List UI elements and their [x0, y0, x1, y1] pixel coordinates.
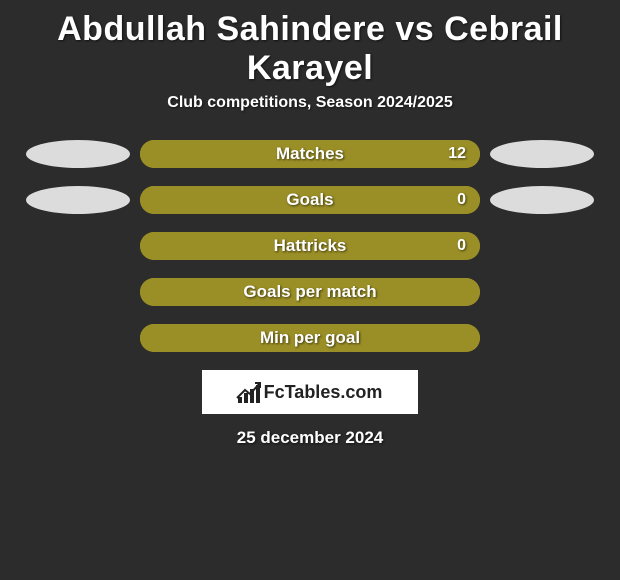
left-value-ellipse: [26, 186, 130, 214]
stat-bar: Min per goal: [140, 324, 480, 352]
page-subtitle: Club competitions, Season 2024/2025: [0, 94, 620, 140]
page-title: Abdullah Sahindere vs Cebrail Karayel: [0, 0, 620, 94]
stat-label: Min per goal: [140, 324, 480, 352]
stat-row: Hattricks0: [0, 232, 620, 260]
logo-chart-icon: [238, 381, 260, 403]
stat-bar: Goals0: [140, 186, 480, 214]
stat-row: Goals per match: [0, 278, 620, 306]
comparison-chart: Matches12Goals0Hattricks0Goals per match…: [0, 140, 620, 352]
stat-bar: Matches12: [140, 140, 480, 168]
stat-bar: Goals per match: [140, 278, 480, 306]
right-value-ellipse: [490, 140, 594, 168]
logo-text: FcTables.com: [264, 382, 383, 403]
stat-value: 0: [457, 186, 466, 214]
stat-row: Matches12: [0, 140, 620, 168]
left-value-ellipse: [26, 140, 130, 168]
stat-row: Min per goal: [0, 324, 620, 352]
stat-value: 0: [457, 232, 466, 260]
stat-label: Matches: [140, 140, 480, 168]
stat-label: Goals per match: [140, 278, 480, 306]
stat-value: 12: [448, 140, 466, 168]
stat-label: Hattricks: [140, 232, 480, 260]
stat-bar: Hattricks0: [140, 232, 480, 260]
fctables-logo: FcTables.com: [202, 370, 418, 414]
stat-label: Goals: [140, 186, 480, 214]
date-label: 25 december 2024: [0, 428, 620, 448]
right-value-ellipse: [490, 186, 594, 214]
stat-row: Goals0: [0, 186, 620, 214]
